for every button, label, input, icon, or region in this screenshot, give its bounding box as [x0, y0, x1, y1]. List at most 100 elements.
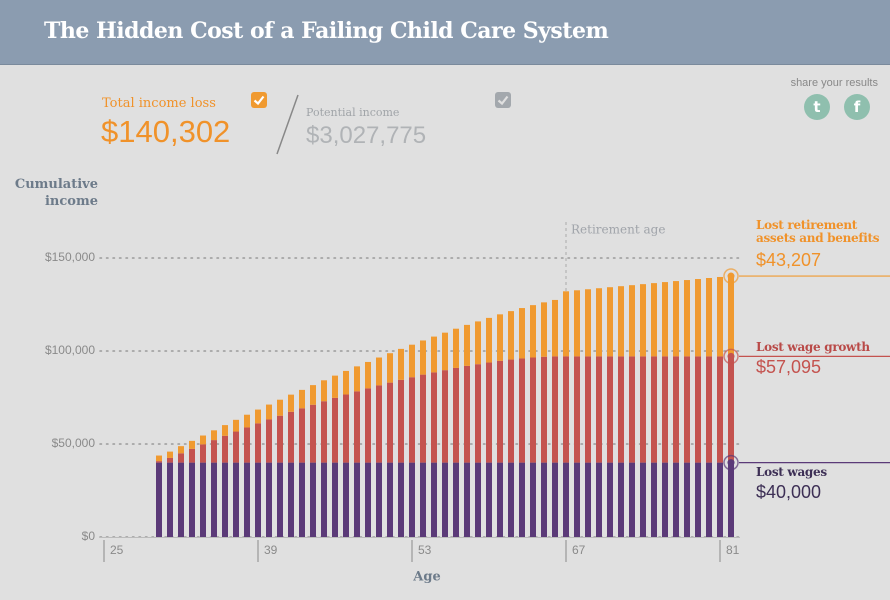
bar-segment [728, 356, 734, 463]
bar-segment [255, 462, 261, 537]
bar-segment [211, 440, 217, 463]
bar-segment [464, 365, 470, 463]
bar-segment [365, 361, 371, 389]
bar-segment [640, 356, 646, 463]
total-checkbox[interactable] [251, 92, 267, 108]
bar-segment [728, 462, 734, 537]
bar-segment [607, 287, 613, 357]
potential-checkbox[interactable] [495, 92, 511, 108]
bar-segment [695, 462, 701, 537]
y-tick-label: $150,000 [45, 250, 95, 264]
bar-segment [310, 462, 316, 537]
bar-segment [629, 285, 635, 357]
bar-segment [651, 283, 657, 357]
bar-segment [310, 404, 316, 463]
end-marker-ring [723, 348, 739, 365]
divider [276, 94, 299, 155]
total-value: $140,302 [101, 114, 231, 149]
bar-segment [662, 356, 668, 463]
bar-segment [464, 462, 470, 537]
bar-segment [530, 305, 536, 358]
x-axis-title: Age [412, 570, 440, 585]
bar-segment [541, 462, 547, 537]
bar-segment [365, 388, 371, 463]
bar-segment [189, 440, 195, 449]
bar-segment [332, 462, 338, 537]
bar-segment [354, 366, 360, 392]
bar-segment [299, 408, 305, 463]
bar-segment [277, 462, 283, 537]
total-label: Total income loss [102, 96, 216, 111]
bar-segment [684, 280, 690, 357]
bar-segment [475, 321, 481, 365]
bar-segment [189, 462, 195, 537]
legend-value: $57,095 [756, 357, 822, 377]
bar-segment [189, 448, 195, 463]
bar-segment [508, 462, 514, 537]
y-axis-title: Cumulative income [14, 177, 98, 209]
bar-segment [156, 461, 162, 463]
end-marker [727, 352, 735, 360]
bar-segment [508, 311, 514, 360]
bar-segment [651, 462, 657, 537]
bar-segment [222, 462, 228, 537]
y-tick-label: $100,000 [45, 343, 95, 357]
bar-segment [332, 397, 338, 463]
bar-segment [497, 314, 503, 361]
bar-segment [684, 356, 690, 463]
bar-segment [321, 462, 327, 537]
facebook-button[interactable]: f [844, 94, 870, 120]
bar-segment [244, 414, 250, 428]
bar-segment [156, 455, 162, 462]
bar-segment [717, 276, 723, 357]
bar-segment [409, 377, 415, 463]
bar-segment [453, 367, 459, 463]
bar-segment [508, 359, 514, 463]
bar-segment [717, 356, 723, 463]
bar-segment [178, 462, 184, 537]
legend-name: Lost retirement assets and benefits [756, 218, 880, 245]
bar-segment [321, 401, 327, 463]
legend-name: Lost wages [756, 465, 827, 479]
bar-segment [486, 317, 492, 363]
bar-segment [266, 404, 272, 420]
bar-segment [200, 462, 206, 537]
bar-segment [673, 462, 679, 537]
bar-segment [497, 360, 503, 463]
bar-segment [178, 446, 184, 454]
bar-segment [629, 462, 635, 537]
bar-segment [695, 356, 701, 463]
bar-segment [585, 356, 591, 463]
bar-segment [607, 462, 613, 537]
bar-segment [574, 290, 580, 357]
bar-segment [233, 462, 239, 537]
bar-segment [431, 372, 437, 463]
bar-segment [343, 462, 349, 537]
bar-segment [563, 462, 569, 537]
bar-segment [376, 357, 382, 386]
bar-segment [618, 356, 624, 463]
bar-segment [530, 462, 536, 537]
bar-segment [277, 399, 283, 416]
end-marker [727, 272, 735, 280]
bar-segment [563, 291, 569, 357]
bar-segment [321, 380, 327, 402]
bar-segment [233, 431, 239, 463]
end-marker-ring [723, 268, 739, 284]
bar-segment [662, 282, 668, 357]
bar-segment [596, 356, 602, 463]
bar-segment [387, 462, 393, 537]
legend-name: Lost wage growth [756, 340, 870, 354]
bar-segment [585, 289, 591, 357]
bar-segment [244, 427, 250, 463]
bar-segment [255, 409, 261, 424]
bar-segment [541, 356, 547, 463]
bar-segment [200, 435, 206, 445]
bar-segment [288, 462, 294, 537]
bar-segment [222, 435, 228, 463]
bar-segment [365, 462, 371, 537]
bar-segment [486, 362, 492, 463]
twitter-button[interactable]: t [804, 94, 830, 120]
bar-segment [398, 348, 404, 380]
